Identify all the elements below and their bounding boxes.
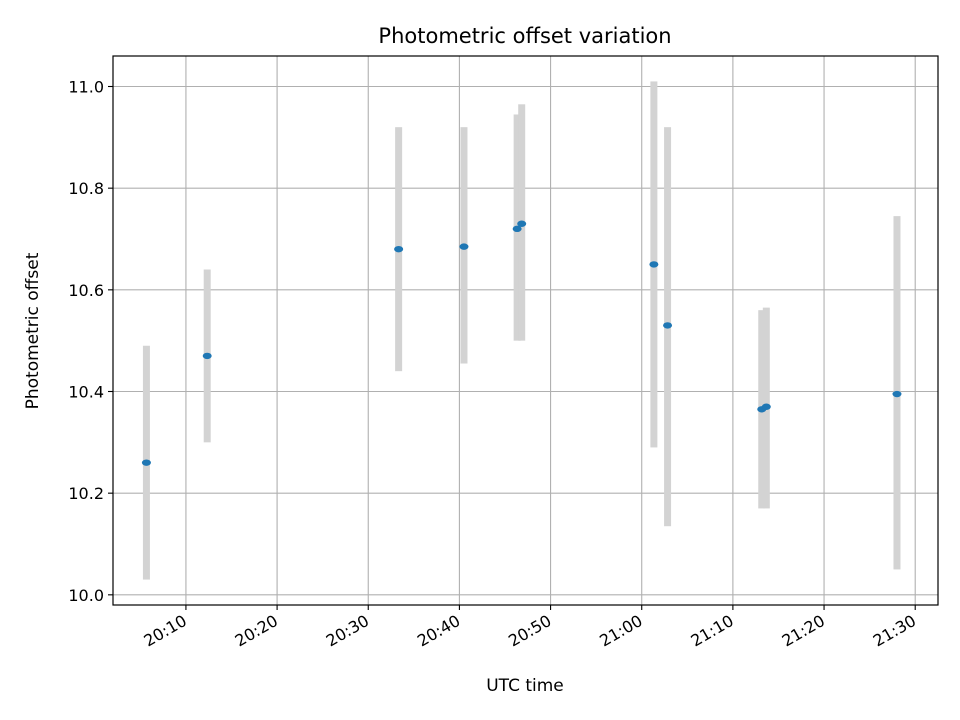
x-axis-label: UTC time bbox=[486, 676, 564, 696]
y-tick-label: 10.8 bbox=[68, 179, 104, 198]
y-tick-label: 10.0 bbox=[68, 586, 104, 605]
y-tick-label: 10.6 bbox=[68, 281, 104, 300]
plot-frame bbox=[112, 55, 939, 606]
data-point bbox=[517, 220, 527, 227]
chart-title: Photometric offset variation bbox=[378, 24, 671, 48]
data-point bbox=[202, 352, 212, 360]
data-point bbox=[394, 245, 404, 253]
grid bbox=[113, 56, 938, 605]
data-point bbox=[663, 322, 673, 329]
data-point bbox=[459, 243, 469, 250]
data-point bbox=[761, 403, 771, 410]
y-axis-ticks: 10.0 10.2 10.4 10.6 10.8 11.0 bbox=[68, 78, 113, 605]
y-axis-label: Photometric offset bbox=[23, 252, 43, 409]
data-point bbox=[649, 261, 659, 268]
data-point bbox=[512, 225, 522, 233]
data-points bbox=[141, 220, 902, 466]
y-tick-label: 10.4 bbox=[68, 383, 104, 402]
data-point bbox=[141, 459, 151, 466]
y-tick-label: 11.0 bbox=[68, 78, 104, 97]
data-point bbox=[892, 390, 902, 398]
y-tick-label: 10.2 bbox=[68, 484, 104, 503]
